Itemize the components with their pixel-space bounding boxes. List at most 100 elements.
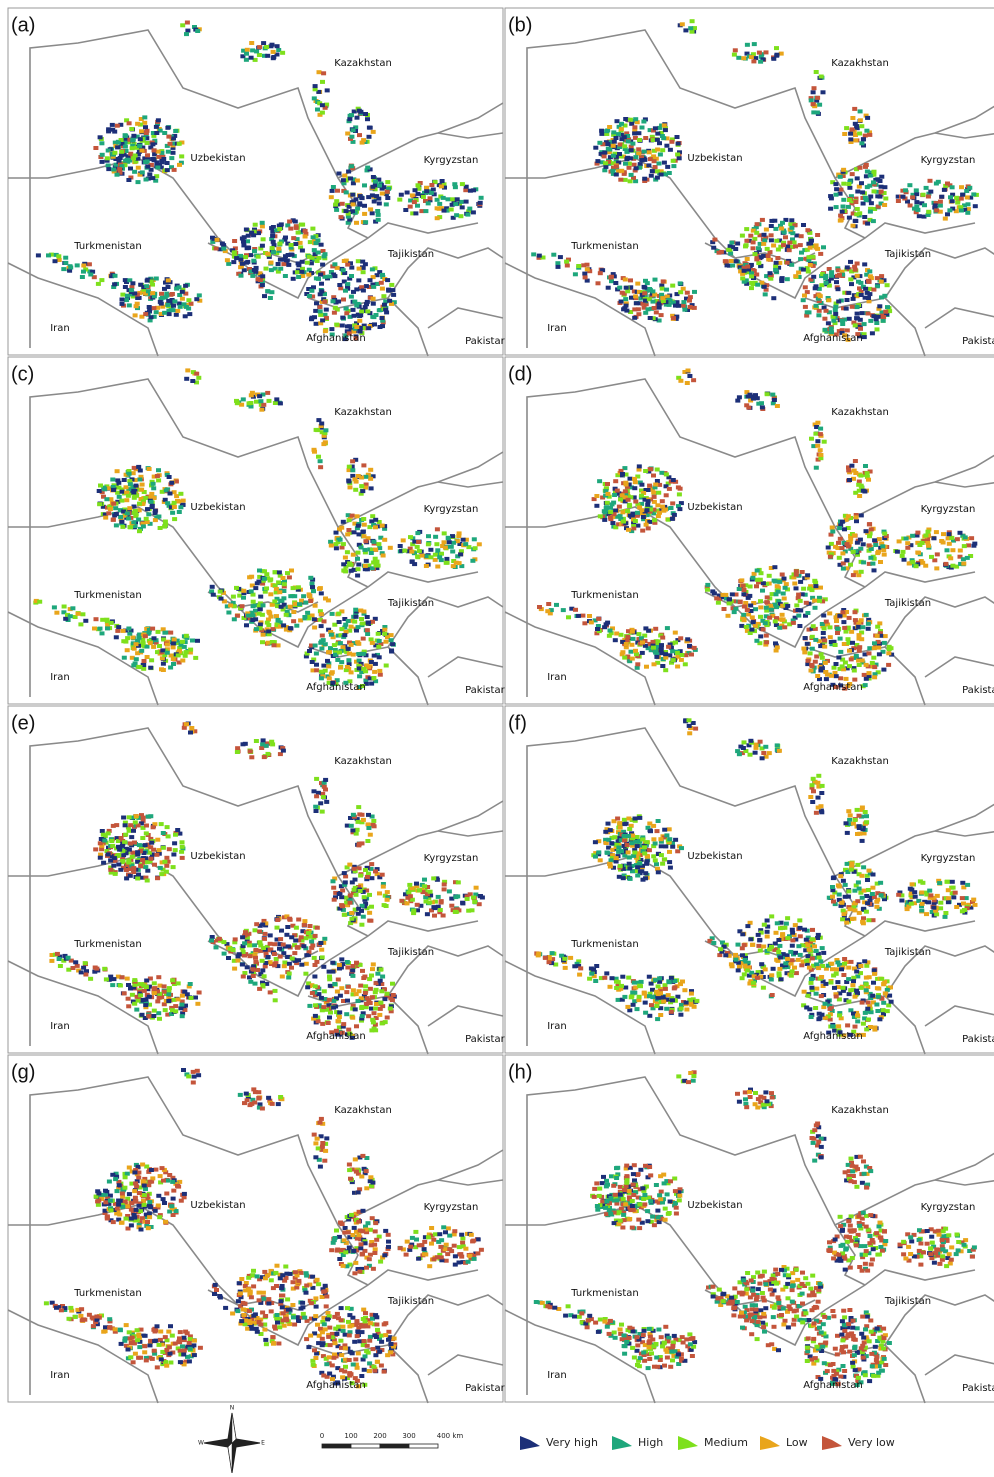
suitability-patch [678, 487, 683, 491]
suitability-patch [840, 322, 845, 326]
suitability-patch [145, 141, 150, 145]
suitability-patch [189, 726, 194, 730]
suitability-patch [348, 177, 353, 181]
suitability-patch [823, 661, 828, 665]
suitability-patch [646, 488, 651, 492]
suitability-patch [712, 238, 717, 242]
suitability-patch [824, 677, 829, 681]
suitability-patch [840, 520, 845, 524]
suitability-patch [330, 189, 335, 193]
suitability-patch [166, 299, 171, 303]
suitability-patch [815, 96, 820, 100]
suitability-patch [821, 614, 826, 618]
suitability-patch [120, 525, 125, 529]
suitability-patch [357, 666, 362, 670]
suitability-patch [136, 166, 141, 170]
suitability-patch [390, 642, 395, 646]
suitability-patch [645, 281, 650, 285]
suitability-patch [717, 251, 722, 255]
suitability-patch [881, 668, 886, 672]
suitability-patch [363, 868, 368, 872]
suitability-patch [643, 136, 648, 140]
suitability-patch [762, 285, 767, 289]
suitability-patch [614, 173, 619, 177]
suitability-patch [335, 189, 340, 193]
suitability-patch [302, 923, 307, 927]
suitability-patch [320, 263, 325, 267]
suitability-patch [962, 544, 967, 548]
suitability-patch [380, 192, 385, 196]
suitability-patch [620, 472, 625, 476]
suitability-patch [915, 551, 920, 555]
suitability-patch [111, 518, 116, 522]
suitability-patch [106, 167, 111, 171]
suitability-patch [887, 645, 892, 649]
suitability-patch [730, 592, 735, 596]
suitability-patch [94, 617, 99, 621]
suitability-patch [761, 581, 766, 585]
suitability-patch [131, 491, 136, 495]
suitability-patch [143, 496, 148, 500]
suitability-patch [858, 281, 863, 285]
suitability-patch [670, 517, 675, 521]
suitability-patch [260, 224, 265, 228]
suitability-patch [815, 674, 820, 678]
suitability-patch [172, 505, 177, 509]
suitability-patch [272, 599, 277, 603]
suitability-patch [934, 208, 939, 212]
suitability-patch [655, 138, 660, 142]
suitability-patch [177, 142, 182, 146]
suitability-patch [414, 882, 419, 886]
suitability-patch [668, 148, 673, 152]
suitability-patch [356, 567, 361, 571]
suitability-patch [585, 263, 590, 267]
suitability-patch [821, 245, 826, 249]
suitability-patch [166, 278, 171, 282]
suitability-patch [149, 495, 154, 499]
suitability-patch [285, 571, 290, 575]
suitability-patch [308, 240, 313, 244]
suitability-patch [463, 188, 468, 192]
suitability-patch [629, 148, 634, 152]
suitability-patch [460, 205, 465, 209]
suitability-patch [318, 273, 323, 277]
panel-frame [8, 706, 503, 1053]
suitability-patch [389, 638, 394, 642]
suitability-patch [171, 853, 176, 857]
suitability-patch [660, 636, 665, 640]
suitability-patch [135, 877, 140, 881]
suitability-patch [900, 554, 905, 558]
suitability-patch [274, 587, 279, 591]
suitability-patch [342, 913, 347, 917]
suitability-patch [867, 522, 872, 526]
suitability-patch [872, 641, 877, 645]
suitability-patch [924, 186, 929, 190]
suitability-patch [861, 489, 866, 493]
suitability-patch [907, 183, 912, 187]
suitability-patch [833, 305, 838, 309]
suitability-patch [829, 270, 834, 274]
suitability-patch [354, 893, 359, 897]
suitability-patch [323, 597, 328, 601]
suitability-patch [603, 161, 608, 165]
suitability-patch [620, 493, 625, 497]
suitability-patch [710, 589, 715, 593]
suitability-patch [853, 200, 858, 204]
suitability-patch [598, 514, 603, 518]
suitability-patch [885, 283, 890, 287]
suitability-patch [365, 117, 370, 121]
suitability-patch [243, 255, 248, 259]
suitability-patch [850, 172, 855, 176]
suitability-patch [270, 43, 275, 47]
suitability-patch [767, 574, 772, 578]
suitability-patch [671, 159, 676, 163]
suitability-patch [183, 314, 188, 318]
suitability-patch [822, 645, 827, 649]
suitability-patch [659, 173, 664, 177]
suitability-patch [242, 954, 247, 958]
suitability-patch [833, 545, 838, 549]
suitability-patch [820, 656, 825, 660]
suitability-patch [314, 652, 319, 656]
suitability-patch [863, 287, 868, 291]
suitability-patch [859, 181, 864, 185]
